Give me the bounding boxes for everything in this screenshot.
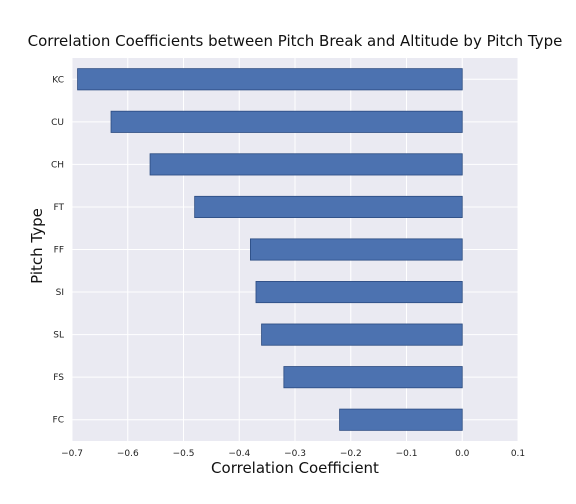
x-tick-label: −0.6 [117, 449, 139, 459]
x-tick-label: −0.4 [228, 449, 250, 459]
bars [77, 68, 463, 431]
bar-fs [283, 366, 463, 389]
y-tick-label: SI [56, 288, 64, 298]
x-tick-label: −0.3 [284, 449, 306, 459]
y-tick-label: FF [54, 246, 64, 256]
bar-ff [249, 238, 463, 261]
bar-cu [110, 110, 463, 133]
y-tick-label: FS [53, 373, 64, 383]
y-axis-title: Pitch Type [28, 208, 46, 284]
bar-sl [261, 323, 463, 346]
x-axis-title: Correlation Coefficient [211, 459, 379, 477]
x-tick-label: −0.7 [61, 449, 83, 459]
y-tick-labels: KC CU CH FT FF SI SL FS FC [51, 75, 65, 425]
chart-title: Correlation Coefficients between Pitch B… [28, 32, 563, 50]
y-tick-label: SL [53, 331, 64, 341]
bar-kc [77, 68, 463, 91]
x-tick-label: −0.5 [173, 449, 195, 459]
bar-fc [339, 408, 463, 431]
y-tick-label: CH [51, 160, 64, 170]
x-tick-label: −0.2 [340, 449, 362, 459]
x-tick-label: 0.1 [511, 449, 525, 459]
bar-si [255, 281, 463, 304]
x-tick-label: −0.1 [396, 449, 418, 459]
bar-ch [149, 153, 463, 176]
bar-ft [194, 195, 463, 218]
y-tick-label: FC [53, 416, 64, 426]
y-tick-label: KC [52, 75, 64, 85]
x-tick-label: 0.0 [455, 449, 470, 459]
x-tick-labels: −0.7 −0.6 −0.5 −0.4 −0.3 −0.2 −0.1 0.0 0.1 [61, 449, 525, 459]
y-tick-label: FT [53, 203, 64, 213]
y-tick-label: CU [51, 118, 64, 128]
